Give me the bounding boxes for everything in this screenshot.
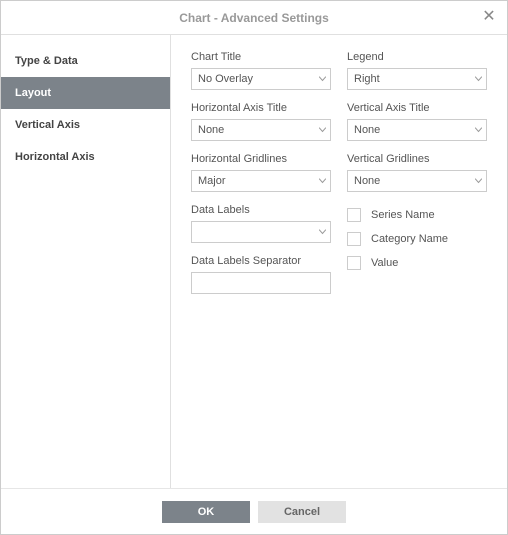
checkbox-series-name[interactable] [347, 208, 361, 222]
field-chart-title: Chart Title No Overlay [191, 51, 331, 90]
field-v-gridlines: Vertical Gridlines None [347, 153, 487, 192]
label-v-gridlines: Vertical Gridlines [347, 153, 487, 165]
dialog-title: Chart - Advanced Settings [179, 11, 329, 25]
label-data-labels: Data Labels [191, 204, 331, 216]
input-data-labels-separator[interactable] [191, 272, 331, 294]
ok-button-label: OK [198, 506, 215, 518]
cancel-button[interactable]: Cancel [258, 501, 346, 523]
select-v-gridlines[interactable]: None [347, 170, 487, 192]
dialog-header: Chart - Advanced Settings ✕ [1, 1, 507, 35]
checkbox-group-data-labels: Series Name Category Name Value [347, 204, 487, 294]
label-v-axis-title: Vertical Axis Title [347, 102, 487, 114]
sidebar-item-label: Type & Data [15, 55, 78, 67]
checkbox-row-category-name: Category Name [347, 232, 487, 246]
sidebar-item-label: Layout [15, 87, 51, 99]
content-layout: Chart Title No Overlay Legend R [171, 35, 507, 488]
cancel-button-label: Cancel [284, 506, 320, 518]
sidebar-item-label: Horizontal Axis [15, 151, 95, 163]
checkbox-label-value: Value [371, 257, 398, 269]
field-legend: Legend Right [347, 51, 487, 90]
label-h-gridlines: Horizontal Gridlines [191, 153, 331, 165]
sidebar: Type & Data Layout Vertical Axis Horizon… [1, 35, 171, 488]
sidebar-item-vertical-axis[interactable]: Vertical Axis [1, 109, 170, 141]
dialog-footer: OK Cancel [1, 488, 507, 534]
dialog-chart-advanced-settings: Chart - Advanced Settings ✕ Type & Data … [0, 0, 508, 535]
checkbox-label-series-name: Series Name [371, 209, 435, 221]
select-h-gridlines[interactable]: Major [191, 170, 331, 192]
dialog-body: Type & Data Layout Vertical Axis Horizon… [1, 35, 507, 488]
label-h-axis-title: Horizontal Axis Title [191, 102, 331, 114]
sidebar-item-layout[interactable]: Layout [1, 77, 170, 109]
sidebar-item-label: Vertical Axis [15, 119, 80, 131]
sidebar-item-horizontal-axis[interactable]: Horizontal Axis [1, 141, 170, 173]
checkbox-row-value: Value [347, 256, 487, 270]
select-h-axis-title[interactable]: None [191, 119, 331, 141]
select-data-labels[interactable] [191, 221, 331, 243]
select-legend[interactable]: Right [347, 68, 487, 90]
ok-button[interactable]: OK [162, 501, 250, 523]
field-h-axis-title: Horizontal Axis Title None [191, 102, 331, 141]
label-legend: Legend [347, 51, 487, 63]
select-v-axis-title[interactable]: None [347, 119, 487, 141]
checkbox-label-category-name: Category Name [371, 233, 448, 245]
field-data-labels-separator: Data Labels Separator [191, 255, 331, 294]
checkbox-category-name[interactable] [347, 232, 361, 246]
label-chart-title: Chart Title [191, 51, 331, 63]
checkbox-value[interactable] [347, 256, 361, 270]
sidebar-item-type-data[interactable]: Type & Data [1, 45, 170, 77]
label-data-labels-separator: Data Labels Separator [191, 255, 331, 267]
field-data-labels: Data Labels [191, 204, 331, 243]
checkbox-row-series-name: Series Name [347, 208, 487, 222]
close-icon[interactable]: ✕ [481, 9, 497, 25]
field-v-axis-title: Vertical Axis Title None [347, 102, 487, 141]
select-chart-title[interactable]: No Overlay [191, 68, 331, 90]
field-h-gridlines: Horizontal Gridlines Major [191, 153, 331, 192]
